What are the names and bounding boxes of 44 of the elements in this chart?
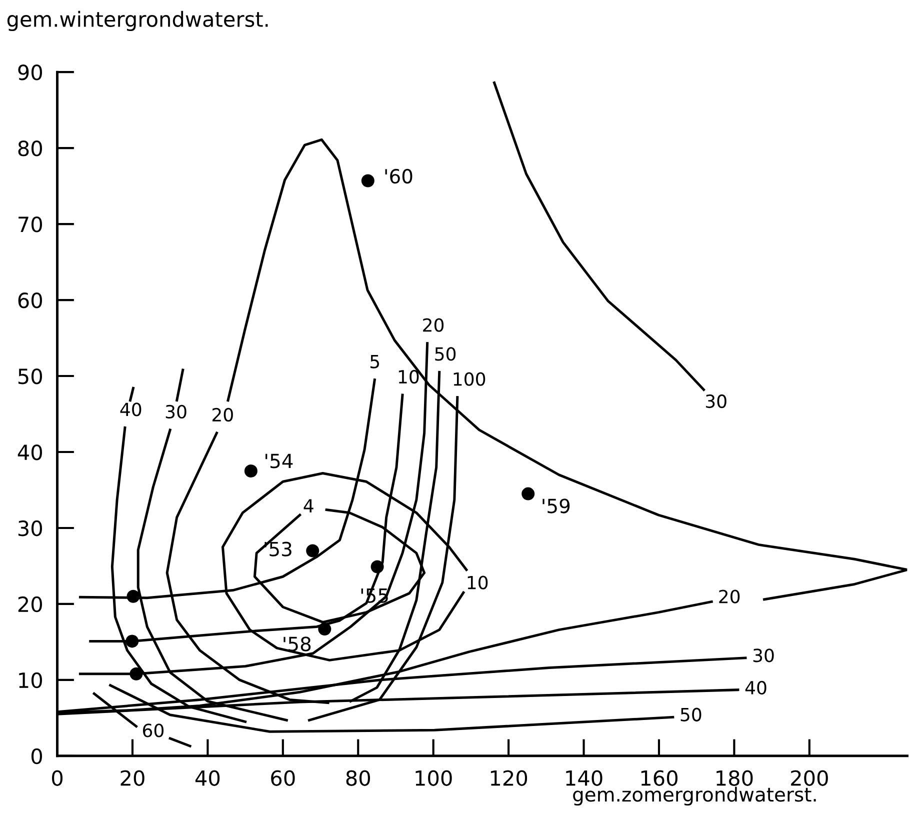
y-tick-label: 40	[18, 444, 42, 460]
series-label: 20	[423, 318, 444, 332]
series-label: '60	[385, 168, 412, 184]
y-tick-label: 80	[18, 140, 42, 156]
series-label: 50	[435, 347, 456, 361]
y-tick-label: 60	[18, 292, 42, 308]
series-label: 10	[468, 576, 488, 590]
series-label: '58	[284, 636, 311, 652]
series-label: 60	[142, 724, 164, 738]
series-label: 10	[398, 370, 419, 384]
x-tick-label: 120	[490, 770, 528, 786]
y-axis-title: gem.wintergrondwaterst.	[7, 10, 268, 32]
y-tick-label: 90	[18, 64, 42, 80]
y-tick-label: 70	[18, 216, 42, 232]
x-tick-label: 20	[120, 770, 144, 786]
series-label: '59	[542, 498, 570, 514]
series-label: 30	[753, 648, 774, 662]
series-label: 4	[304, 499, 314, 512]
series-label: '54	[266, 454, 293, 468]
x-tick-label: 140	[566, 770, 602, 786]
series-label: 5	[370, 354, 380, 368]
x-tick-label: 180	[716, 770, 753, 786]
series-label: 20	[212, 408, 233, 422]
y-tick-label: 10	[19, 672, 42, 688]
x-tick-label: 60	[271, 770, 295, 786]
x-axis-title: gem.zomergrondwaterst.	[573, 786, 816, 806]
y-tick-label: 30	[18, 520, 42, 536]
series-label: 30	[706, 394, 726, 408]
x-tick-label: 80	[346, 770, 370, 786]
y-tick-label: 20	[18, 596, 42, 612]
series-label: 40	[745, 680, 766, 695]
series-label: 100	[454, 372, 486, 386]
y-tick-label: 50	[18, 368, 42, 384]
x-tick-label: 0	[52, 770, 63, 786]
series-label: 30	[166, 404, 186, 419]
series-label: 20	[719, 590, 740, 604]
x-tick-label: 160	[641, 770, 678, 786]
series-label: 50	[680, 708, 702, 722]
series-label: '53	[264, 542, 292, 556]
y-tick-label: 0	[31, 748, 42, 764]
x-tick-label: 100	[416, 770, 452, 786]
series-label: 40	[120, 402, 142, 416]
x-tick-label: 200	[791, 770, 828, 786]
x-tick-label: 40	[195, 770, 220, 786]
